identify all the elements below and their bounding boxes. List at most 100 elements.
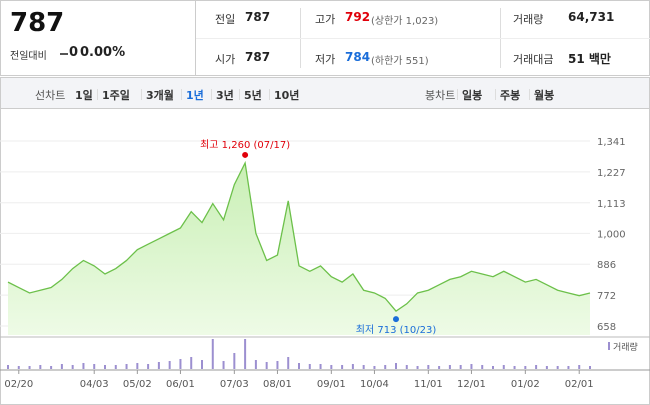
candle-tab[interactable]: 일봉 <box>462 89 483 102</box>
y-tick-label: 1,341 <box>597 137 626 148</box>
price: 787 <box>10 8 65 38</box>
volume-bar <box>438 366 441 369</box>
volume-bar <box>244 339 247 369</box>
chart-border <box>0 108 650 405</box>
volume-bar <box>104 365 106 369</box>
volume-bar <box>168 361 171 369</box>
change-pct: 0.00% <box>80 45 126 60</box>
stat-label: 고가 <box>315 13 336 26</box>
volume-bar <box>470 364 473 369</box>
x-tick-label: 01/02 <box>511 379 540 390</box>
volume-bar <box>341 365 344 369</box>
candle-tab[interactable]: 월봉 <box>534 89 555 102</box>
stat-note: (상한가 1,023) <box>371 16 439 27</box>
volume-bar <box>373 366 376 369</box>
tab-group-label: 봉차트 <box>425 89 456 102</box>
period-tab[interactable]: 3년 <box>216 89 234 102</box>
volume-bar <box>39 365 42 369</box>
stat-value: 792 <box>345 10 371 24</box>
x-tick-label: 05/02 <box>123 379 152 390</box>
x-tick-label: 10/04 <box>360 379 389 390</box>
low-marker <box>393 316 399 323</box>
flat-icon <box>60 53 68 55</box>
volume-bar <box>7 365 9 369</box>
period-tab[interactable]: 10년 <box>274 89 300 102</box>
period-tab[interactable]: 3개월 <box>146 89 174 102</box>
volume-bar <box>459 365 462 369</box>
x-tick-label: 06/01 <box>166 379 195 390</box>
x-tick-label: 07/03 <box>220 379 249 390</box>
volume-bar <box>405 365 408 369</box>
volume-bar <box>298 363 300 369</box>
x-tick-label: 12/01 <box>457 379 486 390</box>
volume-bar <box>448 365 451 369</box>
volume-bar <box>556 366 559 369</box>
volume-bar <box>492 366 494 369</box>
volume-bar <box>222 361 225 369</box>
volume-bar <box>136 363 139 369</box>
candle-tab[interactable]: 주봉 <box>500 89 521 102</box>
volume-bar <box>502 365 505 369</box>
volume-bar <box>589 366 591 369</box>
period-tab[interactable]: 1주일 <box>102 89 130 102</box>
tab-bar <box>0 77 650 109</box>
tab-divider <box>529 89 530 100</box>
y-tick-label: 1,227 <box>597 168 626 179</box>
volume-bar <box>395 363 397 369</box>
volume-bar <box>513 366 516 369</box>
volume-bar <box>179 359 182 369</box>
tab-divider <box>239 89 240 100</box>
volume-bar <box>330 365 333 369</box>
stat-value: 787 <box>245 10 271 24</box>
volume-bar <box>287 357 290 369</box>
x-tick-label: 11/01 <box>414 379 443 390</box>
y-tick-label: 1,000 <box>597 229 626 240</box>
tab-group-label: 선차트 <box>35 89 66 102</box>
volume-bar <box>28 366 31 369</box>
x-tick-label: 02/20 <box>4 379 33 390</box>
tab-divider <box>495 89 496 100</box>
period-tab[interactable]: 1년 <box>186 89 204 102</box>
volume-bar <box>545 366 548 369</box>
area-fill <box>8 162 590 335</box>
volume-bar <box>319 364 322 369</box>
volume-bar <box>362 365 365 369</box>
volume-bar <box>481 365 484 369</box>
volume-legend-swatch <box>608 342 610 350</box>
stat-note: (하한가 551) <box>371 56 429 67</box>
volume-bar <box>351 364 354 369</box>
divider <box>196 38 650 39</box>
x-tick-label: 04/03 <box>80 379 109 390</box>
chart: 658 772 886 1,000 1,113 1,227 1,341 최고 1,260 (0… <box>0 108 650 405</box>
price-panel <box>0 0 196 76</box>
price-line <box>7 160 591 312</box>
volume-bar <box>71 365 74 369</box>
volume-bar <box>60 364 63 369</box>
volume-bar <box>93 364 96 369</box>
high-marker <box>242 151 249 158</box>
volume-bar <box>125 364 128 369</box>
volume-bar <box>384 365 387 369</box>
change: 0 <box>69 45 79 60</box>
stat-label: 저가 <box>315 53 336 66</box>
volume-bar <box>147 364 150 369</box>
stat-value: 64,731 <box>568 10 615 24</box>
tab-divider <box>141 89 142 100</box>
stat-value: 784 <box>345 50 371 64</box>
volume-bar <box>524 366 527 369</box>
volume-bar <box>578 365 581 369</box>
volume-bar <box>82 363 85 369</box>
stat-label: 전일 <box>215 13 236 26</box>
tab-divider <box>97 89 98 100</box>
high-label: 최고 1,260 (07/17) <box>200 139 290 151</box>
stat-value: 787 <box>245 50 271 64</box>
x-tick-label: 08/01 <box>263 379 292 390</box>
period-tab[interactable]: 1일 <box>75 89 93 102</box>
period-tab[interactable]: 5년 <box>244 89 262 102</box>
tab-divider <box>181 89 182 100</box>
stat-label: 거래대금 <box>513 53 554 66</box>
volume-bar <box>190 357 193 369</box>
volume-bar <box>157 362 160 369</box>
stat-label: 시가 <box>215 53 236 66</box>
